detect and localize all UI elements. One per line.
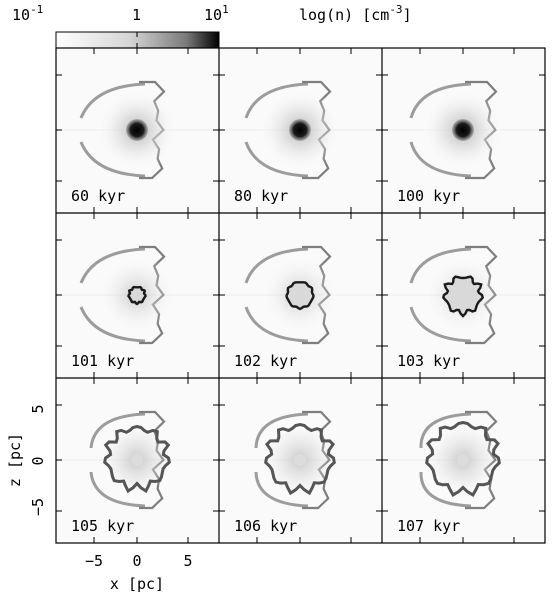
x-tick-label: 0 [132, 552, 141, 570]
panel [56, 378, 219, 543]
panel [382, 378, 545, 543]
x-tick-label: −5 [85, 552, 103, 570]
bow-shock-upper [254, 412, 309, 449]
density-core [457, 454, 469, 466]
bow-shock-upper [79, 247, 146, 284]
bow-shock-upper [79, 82, 146, 119]
x-axis-label: x [pc] [110, 575, 164, 593]
bow-shock-upper [419, 412, 472, 449]
bow-shock-lower [409, 306, 472, 343]
panel-time-label: 100 kyr [397, 187, 460, 205]
panel [219, 378, 382, 543]
bow-shock-lower [254, 471, 309, 508]
bow-shock-lower [79, 306, 146, 343]
supernova-shell [285, 281, 315, 311]
supernova-shell [264, 422, 336, 496]
panel [382, 48, 545, 213]
panel [219, 213, 382, 378]
x-tick-label: 5 [183, 552, 192, 570]
panel-grid: 60 kyr 80 kyr 100 kyr 101 kyr 102 kyr 103 kyr… [56, 48, 545, 543]
density-core [131, 454, 143, 466]
colorbar-tick-label-mid: 1 [132, 6, 141, 24]
bow-shock-upper [244, 82, 309, 119]
bow-shock-lower [89, 471, 146, 508]
panel-time-label: 60 kyr [71, 187, 125, 205]
panel-time-label: 103 kyr [397, 352, 460, 370]
density-core [126, 119, 148, 141]
bow-shock-lower [419, 471, 472, 508]
panel-grid-frame [55, 47, 546, 544]
supernova-shell [127, 285, 147, 306]
bow-shock-lower [409, 141, 472, 178]
panel [56, 213, 219, 378]
colorbar-label: log(n) [cm-3] [299, 3, 412, 24]
panel-time-label: 107 kyr [397, 517, 460, 535]
z-axis-label: z [pc] [6, 433, 24, 487]
density-core [294, 454, 306, 466]
axes: −5 0 5 x [pc] 5 0 −5 z [pc] [6, 404, 193, 593]
bow-shock-upper [244, 247, 309, 284]
panel [219, 48, 382, 213]
z-tick-label: −5 [29, 498, 47, 516]
z-tick-label: 5 [29, 404, 47, 413]
panel-time-label: 105 kyr [71, 517, 134, 535]
bow-shock-upper [409, 82, 472, 119]
density-core [289, 119, 311, 141]
supernova-shell [425, 420, 501, 497]
bow-shock-lower [244, 141, 309, 178]
supernova-shell [103, 424, 171, 494]
bow-shock-lower [244, 306, 309, 343]
panel-time-label: 101 kyr [71, 352, 134, 370]
panel-time-label: 106 kyr [234, 517, 297, 535]
bow-shock-upper [409, 247, 472, 284]
colorbar: 10-1 1 101 log(n) [cm-3] [12, 3, 412, 49]
colorbar-tick-label-min: 10-1 [12, 3, 43, 24]
panel-time-label: 80 kyr [234, 187, 288, 205]
panel-time-label: 102 kyr [234, 352, 297, 370]
panel [382, 213, 545, 378]
colorbar-tick-label-max: 101 [204, 3, 229, 24]
supernova-shell [441, 275, 485, 318]
bow-shock-upper [89, 412, 146, 449]
z-tick-label: 0 [29, 456, 47, 465]
panel [56, 48, 219, 213]
panel-grid-lines [55, 47, 546, 544]
bow-shock-lower [79, 141, 146, 178]
density-core [452, 119, 474, 141]
